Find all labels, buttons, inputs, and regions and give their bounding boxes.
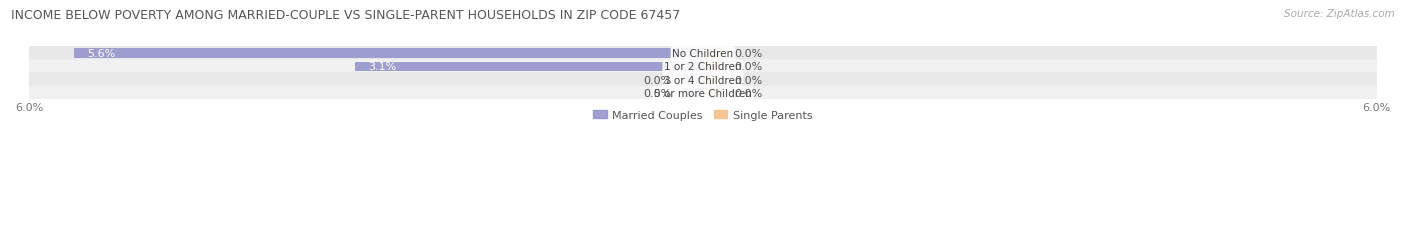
Text: 0.0%: 0.0% bbox=[734, 62, 762, 72]
Bar bbox=[683, 76, 703, 85]
Text: No Children: No Children bbox=[672, 49, 734, 59]
Text: 0.0%: 0.0% bbox=[644, 88, 672, 98]
FancyBboxPatch shape bbox=[25, 47, 1381, 61]
Text: Source: ZipAtlas.com: Source: ZipAtlas.com bbox=[1284, 9, 1395, 19]
Bar bbox=[354, 62, 703, 72]
Text: 0.0%: 0.0% bbox=[734, 75, 762, 85]
FancyBboxPatch shape bbox=[25, 73, 1381, 87]
Text: 3 or 4 Children: 3 or 4 Children bbox=[664, 75, 742, 85]
Text: 0.0%: 0.0% bbox=[734, 49, 762, 59]
Text: 5.6%: 5.6% bbox=[87, 49, 115, 59]
Bar bbox=[703, 49, 723, 59]
FancyBboxPatch shape bbox=[25, 86, 1381, 100]
Text: 0.0%: 0.0% bbox=[644, 75, 672, 85]
Bar bbox=[75, 49, 703, 59]
Text: 0.0%: 0.0% bbox=[734, 88, 762, 98]
Legend: Married Couples, Single Parents: Married Couples, Single Parents bbox=[589, 106, 817, 125]
Text: 3.1%: 3.1% bbox=[368, 62, 396, 72]
Bar bbox=[703, 76, 723, 85]
Text: INCOME BELOW POVERTY AMONG MARRIED-COUPLE VS SINGLE-PARENT HOUSEHOLDS IN ZIP COD: INCOME BELOW POVERTY AMONG MARRIED-COUPL… bbox=[11, 9, 681, 22]
Text: 5 or more Children: 5 or more Children bbox=[654, 88, 752, 98]
Bar bbox=[703, 62, 723, 72]
Bar bbox=[683, 89, 703, 98]
FancyBboxPatch shape bbox=[25, 60, 1381, 74]
Bar bbox=[703, 89, 723, 98]
Text: 1 or 2 Children: 1 or 2 Children bbox=[664, 62, 742, 72]
